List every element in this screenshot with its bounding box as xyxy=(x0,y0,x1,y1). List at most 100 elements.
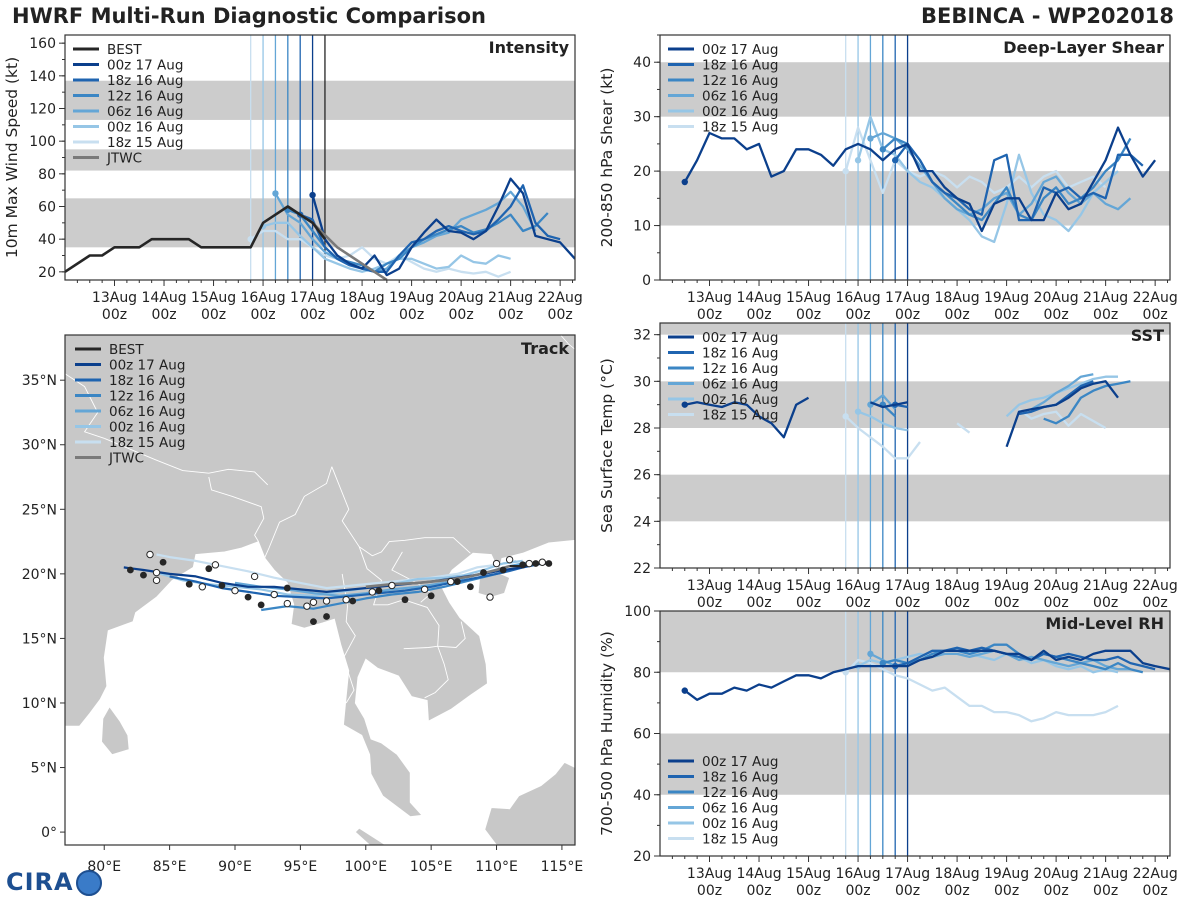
track-marker-filled xyxy=(545,560,553,567)
legend-label: JTWC xyxy=(106,151,142,167)
y-axis-label: 700-500 hPa Humidity (%) xyxy=(598,631,616,836)
track-marker-filled xyxy=(349,597,357,605)
plot-area xyxy=(65,35,575,280)
track-marker-filled xyxy=(519,561,527,569)
x-tick-label: 18Aug xyxy=(935,866,980,882)
plot-frame xyxy=(659,34,1171,281)
panel-title: SST xyxy=(1131,326,1164,345)
x-tick-sublabel: 00z xyxy=(350,307,375,323)
land-mass xyxy=(65,335,575,818)
lat-label: 5°N xyxy=(31,761,57,777)
lon-label: 110°E xyxy=(475,859,518,875)
series-line xyxy=(250,229,512,278)
y-tick-label: 60 xyxy=(38,200,56,216)
country-border xyxy=(104,437,269,486)
track-marker-filled xyxy=(159,558,167,566)
y-tick-label: 40 xyxy=(38,232,56,248)
lat-label: 0° xyxy=(41,825,57,841)
x-tick-label: 17Aug xyxy=(885,578,930,594)
x-tick-sublabel: 00z xyxy=(845,307,870,323)
legend-label: 18z 16 Aug xyxy=(107,73,183,89)
x-tick-sublabel: 00z xyxy=(994,307,1019,323)
x-tick-sublabel: 00z xyxy=(796,307,821,323)
plot-area xyxy=(660,611,1170,856)
legend-label: 12z 16 Aug xyxy=(702,361,778,377)
lon-label: 115°E xyxy=(541,859,584,875)
legend-label: 06z 16 Aug xyxy=(702,89,778,105)
x-tick-sublabel: 00z xyxy=(151,307,176,323)
track-marker-open xyxy=(486,593,494,601)
legend-label: 12z 16 Aug xyxy=(109,389,185,405)
x-tick-sublabel: 00z xyxy=(697,307,722,323)
threshold-band xyxy=(660,62,1170,117)
y-tick-label: 30 xyxy=(633,374,651,390)
legend-label: BEST xyxy=(109,342,144,358)
x-tick-sublabel: 00z xyxy=(1093,883,1118,899)
legend-label: 06z 16 Aug xyxy=(702,377,778,393)
series-start-marker xyxy=(309,191,316,199)
y-tick-label: 20 xyxy=(633,849,651,865)
legend-label: 18z 16 Aug xyxy=(702,770,778,786)
legend-label: 18z 16 Aug xyxy=(109,373,185,389)
x-tick-label: 21Aug xyxy=(1083,866,1128,882)
track-marker-filled xyxy=(466,583,474,591)
x-tick-label: 19Aug xyxy=(984,578,1029,594)
country-border xyxy=(403,645,449,699)
track-marker-open xyxy=(146,550,154,559)
y-tick-label: 20 xyxy=(633,164,651,180)
series-line xyxy=(857,646,1119,674)
x-tick-label: 17Aug xyxy=(290,290,335,306)
legend-label: 00z 16 Aug xyxy=(702,104,778,120)
y-tick-label: 0 xyxy=(642,273,651,289)
series-line xyxy=(684,649,1170,701)
threshold-band xyxy=(660,733,1170,795)
series-start-marker xyxy=(681,178,688,186)
x-tick-sublabel: 00z xyxy=(250,307,275,323)
sst-panel: 22242628303213Aug00z14Aug00z15Aug00z16Au… xyxy=(598,322,1178,611)
plot-area xyxy=(660,35,1170,280)
x-tick-label: 16Aug xyxy=(835,578,880,594)
x-tick-sublabel: 00z xyxy=(796,883,821,899)
track-marker-open xyxy=(525,559,533,568)
x-tick-label: 22Aug xyxy=(538,290,583,306)
x-tick-sublabel: 00z xyxy=(845,883,870,899)
x-tick-label: 13Aug xyxy=(92,290,137,306)
y-axis-label: Sea Surface Temp (°C) xyxy=(598,358,616,533)
x-tick-label: 16Aug xyxy=(835,290,880,306)
x-tick-sublabel: 00z xyxy=(399,307,424,323)
series-start-marker xyxy=(842,413,849,420)
x-tick-sublabel: 00z xyxy=(994,883,1019,899)
panel-title: Mid-Level RH xyxy=(1045,614,1164,633)
x-tick-sublabel: 00z xyxy=(895,595,920,611)
series-start-marker xyxy=(854,408,862,415)
x-tick-sublabel: 00z xyxy=(945,883,970,899)
x-tick-sublabel: 00z xyxy=(102,307,127,323)
y-tick-label: 140 xyxy=(29,69,56,85)
rh-panel: 2040608010013Aug00z14Aug00z15Aug00z16Aug… xyxy=(598,604,1178,899)
x-tick-label: 15Aug xyxy=(786,866,831,882)
track-marker-open xyxy=(420,585,429,594)
lat-label: 15°N xyxy=(22,631,57,647)
x-tick-sublabel: 00z xyxy=(945,595,970,611)
legend-label: 18z 15 Aug xyxy=(702,408,778,424)
shear-panel: 01020304013Aug00z14Aug00z15Aug00z16Aug00… xyxy=(598,34,1178,323)
series-line xyxy=(844,126,1107,195)
series-start-marker xyxy=(879,659,887,667)
legend-label: 00z 17 Aug xyxy=(107,58,183,74)
track-marker-open xyxy=(198,583,207,591)
legend-label: BEST xyxy=(107,42,142,58)
x-tick-label: 15Aug xyxy=(191,290,236,306)
threshold-band xyxy=(660,323,1170,335)
series-line xyxy=(684,380,1119,448)
legend-label: 12z 16 Aug xyxy=(702,785,778,801)
threshold-band xyxy=(65,80,575,120)
legend-label: 18z 16 Aug xyxy=(702,58,778,74)
legend-label: 00z 16 Aug xyxy=(702,816,778,832)
x-tick-label: 14Aug xyxy=(736,578,781,594)
legend-label: 18z 16 Aug xyxy=(702,346,778,362)
series-line xyxy=(894,142,1144,222)
x-tick-label: 18Aug xyxy=(340,290,385,306)
series-start-marker xyxy=(867,135,874,142)
series-start-marker xyxy=(247,235,254,243)
